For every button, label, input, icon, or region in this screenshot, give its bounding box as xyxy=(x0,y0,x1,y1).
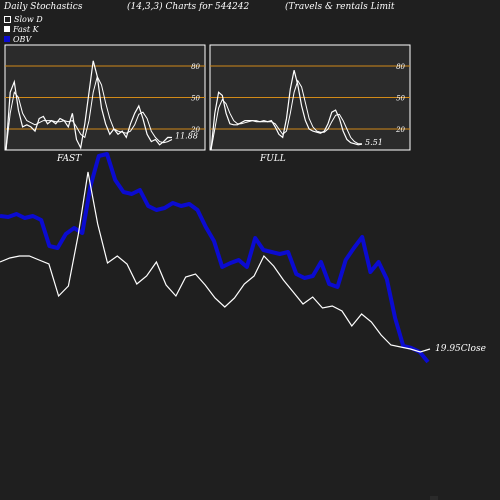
fast-ytick-label: 20 xyxy=(190,126,200,134)
full-ytick-label: 80 xyxy=(396,63,405,71)
legend-item-obv: OBV xyxy=(4,34,43,44)
full-panel-label: FULL xyxy=(259,154,286,164)
full-series-full-k xyxy=(210,70,363,151)
fast-last-value-label: 11.88 xyxy=(175,132,198,141)
legend-label: Fast K xyxy=(13,24,39,34)
obv-line xyxy=(0,152,430,364)
company-name: (Travels & rentals Limit xyxy=(285,2,395,12)
full-last-value-label: 5.51 xyxy=(365,138,383,147)
full-series-full-d xyxy=(210,79,362,151)
fast-panel-label: FAST xyxy=(56,154,82,164)
fast-series-slow-d xyxy=(5,75,173,151)
close-price-line xyxy=(0,171,431,353)
scroll-marker xyxy=(430,496,438,500)
fast-ytick-label: 80 xyxy=(191,63,200,71)
full-ytick-label: 50 xyxy=(396,95,405,103)
full-ytick-label: 20 xyxy=(395,126,405,134)
close-value-label: 19.95Close xyxy=(435,344,486,354)
fast-ytick-label: 50 xyxy=(191,95,200,103)
chart-title: Daily Stochastics xyxy=(4,2,83,12)
legend: Slow D Fast K OBV xyxy=(4,14,43,44)
fast-series-fast-k xyxy=(5,60,173,151)
legend-label: Slow D xyxy=(14,14,43,24)
legend-item-fast-k: Fast K xyxy=(4,24,43,34)
legend-label: OBV xyxy=(13,34,32,44)
legend-swatch-slow-d xyxy=(4,15,11,23)
legend-swatch-obv xyxy=(4,36,10,42)
legend-swatch-fast-k xyxy=(4,26,10,32)
legend-item-slow-d: Slow D xyxy=(4,14,43,24)
chart-params: (14,3,3) Charts for 544242 xyxy=(127,2,250,12)
